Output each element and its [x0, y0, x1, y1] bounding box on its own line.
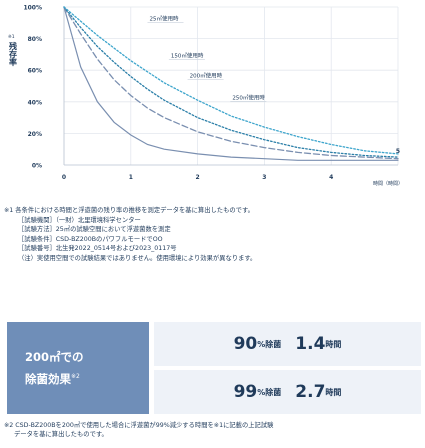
- decay-chart: 0% 20% 40% 60% 80% 100% 0 1 2 3 4 5 残存率※1 時間（時間） 25㎡使…: [8, 5, 403, 188]
- series-label: 150㎡使用時: [171, 52, 204, 60]
- chart-grid: [64, 6, 399, 165]
- x-tick-label: 3: [262, 174, 266, 181]
- y-tick-label: 80%: [28, 36, 42, 43]
- y-axis-label: 残存率: [9, 41, 18, 67]
- footnote-2: ※2 CSD-BZ200Bを200㎡で使用した場合に浮遊菌が99%減少する時間を…: [4, 421, 422, 439]
- note-line-3: ［試験方法］25㎡の試験空間において浮遊菌数を測定: [18, 226, 171, 234]
- series-label: 250㎡使用時: [232, 93, 265, 101]
- y-tick-label: 0%: [32, 163, 42, 170]
- series-line: [63, 6, 399, 155]
- series-label: 200㎡使用時: [190, 71, 223, 79]
- effect-pct-unit: %除菌: [257, 387, 282, 397]
- x-tick-label: 1: [129, 174, 133, 181]
- effect-title-line-2: 除菌効果※2: [25, 367, 149, 389]
- effect-title-note: ※2: [71, 372, 80, 380]
- effect-pct-value: 99: [233, 382, 258, 402]
- series-line: [63, 6, 399, 160]
- note-line-1: ※1 各条件における時間と浮遊菌の残り率の推移を測定データを基に算出したものです…: [4, 207, 254, 214]
- effect-hours-unit: 時間: [325, 339, 342, 349]
- series-line: [63, 6, 399, 161]
- chart-notes: ※1 各条件における時間と浮遊菌の残り率の推移を測定データを基に算出したものです…: [4, 206, 422, 264]
- x-axis-label: 時間（時間）: [373, 181, 403, 187]
- effect-row-99: 99 %除菌 2.7 時間: [154, 370, 421, 414]
- y-tick-label: 40%: [28, 99, 42, 106]
- y-axis-label-note: ※1: [8, 34, 15, 40]
- chart-series: [63, 6, 399, 161]
- x-tick-label: 5: [396, 148, 400, 155]
- series-label: 25㎡使用時: [150, 14, 179, 22]
- footnote-2-line-2: データを基に算出したものです。: [14, 431, 108, 438]
- y-tick-label: 100%: [23, 5, 42, 12]
- x-tick-label: 0: [62, 174, 66, 181]
- note-line-4: ［試験条件］CSD-BZ200BのパワフルモードでOO: [18, 235, 163, 243]
- effect-pct-value: 90: [233, 334, 258, 354]
- effect-title-line-1: 200㎡での: [25, 349, 84, 364]
- effect-panel: 200㎡での 除菌効果※2 90 %除菌 1.4 時間 99 %除菌 2.7 時…: [7, 322, 421, 414]
- chart-axes: 0% 20% 40% 60% 80% 100% 0 1 2 3 4 5 残存率※1 時間（時間）: [8, 5, 403, 188]
- effect-pct-unit: %除菌: [257, 339, 282, 349]
- note-line-5: ［試験番号］北生発2022_0514号および2023_0117号: [18, 245, 177, 253]
- effect-hours-unit: 時間: [325, 387, 342, 397]
- y-tick-label: 20%: [28, 131, 42, 138]
- effect-row-90: 90 %除菌 1.4 時間: [154, 322, 421, 366]
- footnote-2-line-1: ※2 CSD-BZ200Bを200㎡で使用した場合に浮遊菌が99%減少する時間を…: [4, 422, 274, 429]
- effect-title-text: 除菌効果: [25, 371, 71, 386]
- x-tick-label: 2: [196, 174, 200, 181]
- effect-hours-value: 1.4: [295, 334, 326, 354]
- x-tick-label: 4: [329, 174, 333, 181]
- effect-hours-value: 2.7: [295, 382, 326, 402]
- effect-title-box: 200㎡での 除菌効果※2: [7, 322, 149, 414]
- note-line-6: （注）実使用空間での試験結果ではありません。使用環境により効果が異なります。: [18, 254, 257, 262]
- note-line-2: ［試験機関］（一財）北里環境科学センター: [18, 216, 141, 224]
- chart-series-labels: 25㎡使用時 150㎡使用時 200㎡使用時 250㎡使用時: [147, 14, 267, 102]
- y-tick-label: 60%: [28, 68, 42, 75]
- series-line: [63, 6, 399, 158]
